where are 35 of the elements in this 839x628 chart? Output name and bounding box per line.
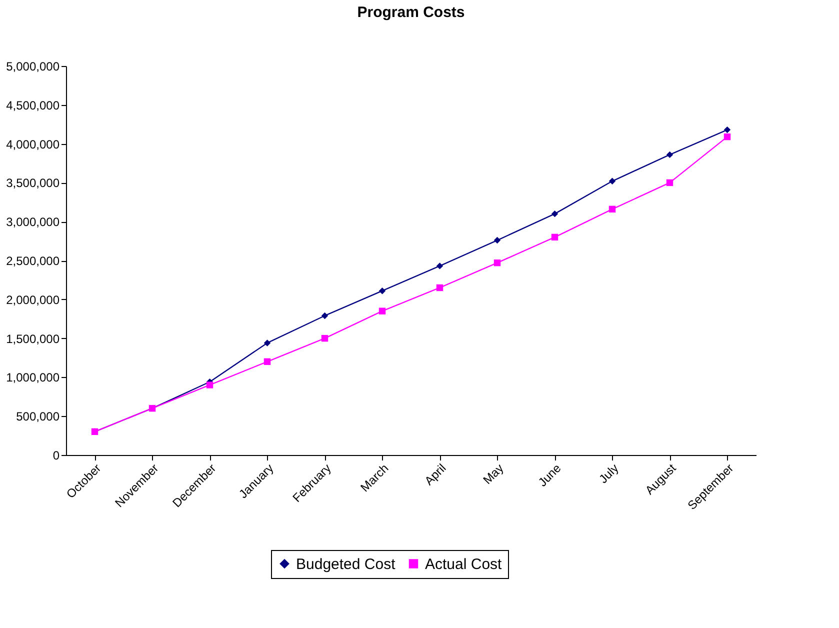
- point: [608, 206, 616, 213]
- x-tick-label: May: [480, 461, 506, 488]
- y-tick-label: 5,000,000: [6, 60, 60, 74]
- point: [551, 210, 558, 218]
- point: [724, 133, 731, 140]
- x-tick-label: July: [596, 461, 622, 486]
- point: [724, 126, 731, 134]
- y-tick-label: 4,000,000: [6, 137, 60, 152]
- point: [608, 178, 616, 184]
- point: [666, 151, 674, 158]
- point: [494, 259, 501, 266]
- y-tick-label: 500,000: [16, 410, 60, 424]
- point: [666, 179, 674, 186]
- y-tick-label: 1,000,000: [6, 370, 60, 385]
- point: [378, 308, 386, 314]
- point: [206, 382, 214, 388]
- point: [494, 236, 501, 244]
- chart-title: Program Costs: [357, 4, 465, 21]
- point: [321, 334, 328, 342]
- point: [378, 287, 386, 294]
- point: [264, 340, 271, 346]
- y-tick-label: 3,500,000: [6, 176, 60, 190]
- y-tick-label: 4,500,000: [6, 98, 60, 112]
- point: [264, 358, 271, 365]
- point: [436, 262, 444, 270]
- legend-label: Actual Cost: [425, 556, 503, 573]
- point: [321, 312, 328, 320]
- y-tick-label: 1,500,000: [6, 332, 60, 346]
- y-tick-label: 0: [52, 448, 60, 462]
- y-tick-label: 2,500,000: [6, 254, 60, 268]
- legend-label: Budgeted Cost: [296, 556, 396, 573]
- y-tick-label: 3,000,000: [6, 215, 60, 230]
- y-tick-label: 2,000,000: [6, 292, 60, 307]
- point: [551, 234, 558, 241]
- point: [436, 284, 444, 292]
